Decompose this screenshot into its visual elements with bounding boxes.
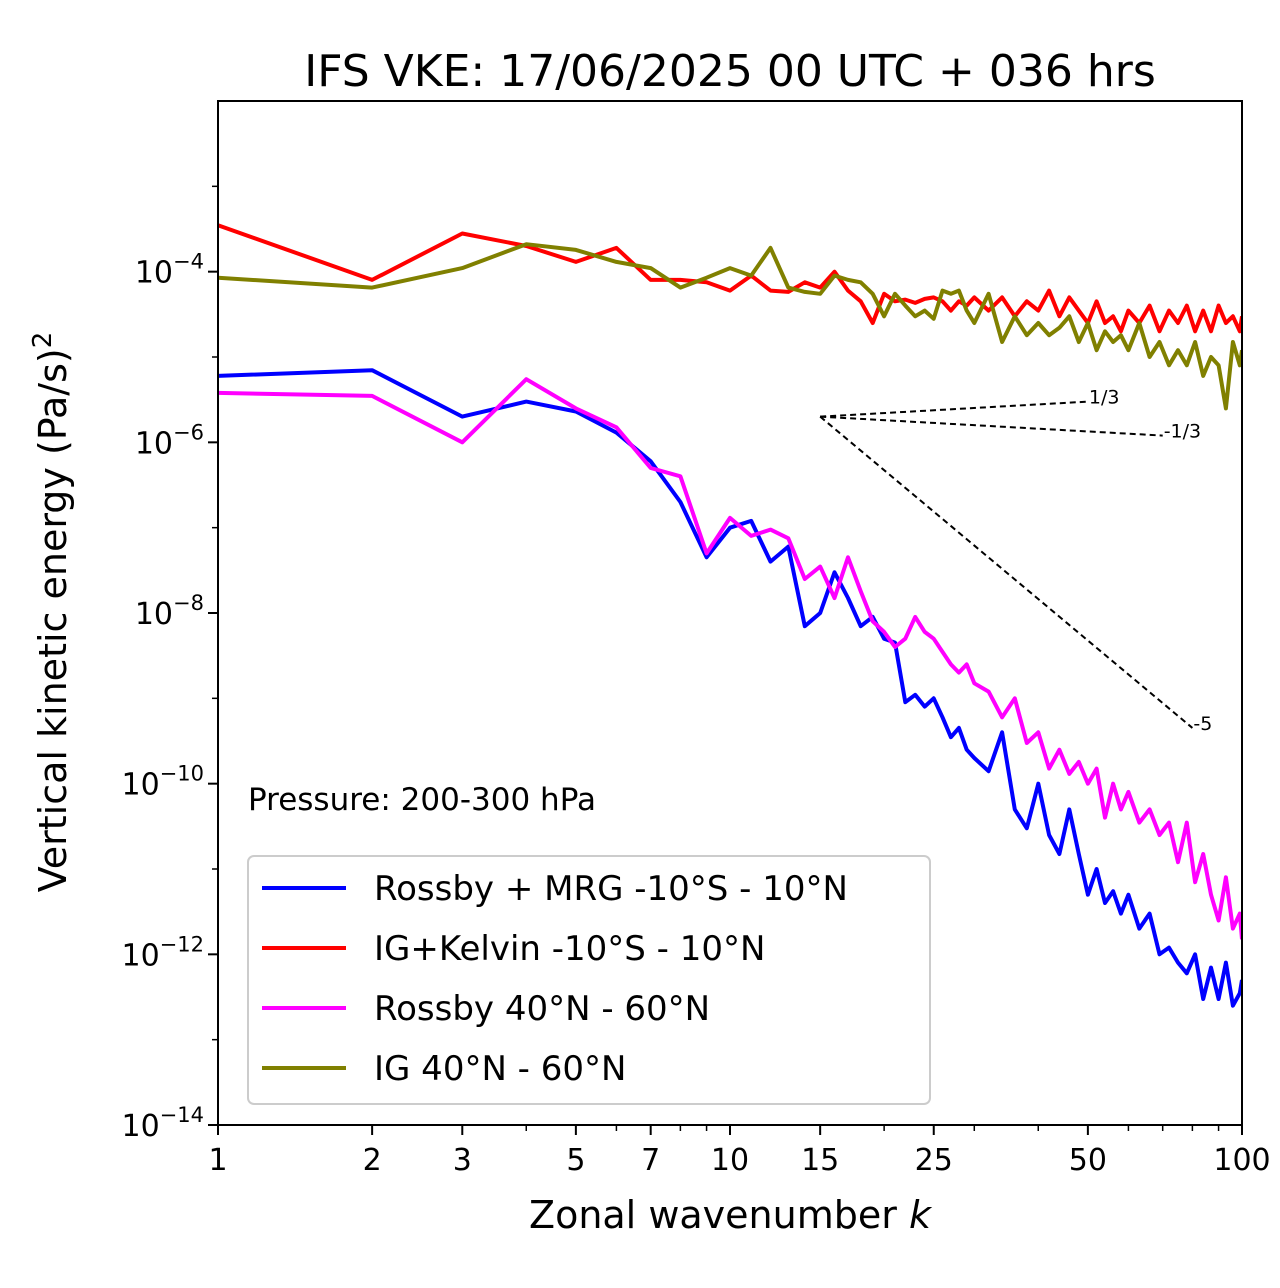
x-tick-label: 5 [566, 1143, 585, 1178]
slope-line-1 [820, 400, 1088, 418]
x-tick-label: 1 [208, 1143, 227, 1178]
x-tick-label: 25 [915, 1143, 953, 1178]
slope-line-2 [820, 415, 1163, 437]
legend-entry: IG 40°N - 60°N [374, 1049, 626, 1089]
y-tick-label: 10−4 [135, 250, 204, 291]
reference-slopes: 1/3 -1/3 -5 [819, 387, 1212, 735]
legend-entry: Rossby 40°N - 60°N [374, 989, 710, 1029]
axes: 1 2 3 5 7 10 15 25 50 100 10−14 10−12 10−10 10−8 10−6 1… [121, 100, 1271, 1178]
legend-entry: Rossby + MRG -10°S - 10°N [374, 869, 848, 909]
legend-entry: IG+Kelvin -10°S - 10°N [374, 929, 765, 969]
x-tick-label: 2 [363, 1143, 382, 1178]
series-line-4 [218, 242, 1242, 411]
y-tick-label: 10−10 [121, 762, 204, 803]
x-axis-label: Zonal wavenumber k [529, 1193, 933, 1237]
x-tick-label: 15 [801, 1143, 839, 1178]
x-tick-label: 50 [1069, 1143, 1107, 1178]
slope-label-3: -5 [1193, 713, 1212, 735]
slope-label-1: 1/3 [1089, 387, 1120, 409]
series-line-1 [218, 368, 1242, 1008]
y-tick-label: 10−12 [121, 932, 204, 973]
pressure-annotation: Pressure: 200-300 hPa [248, 782, 596, 818]
y-tick-label: 10−14 [121, 1103, 204, 1144]
y-axis-label: Vertical kinetic energy (Pa/s)2 [28, 332, 75, 893]
legend-box [247, 855, 931, 1105]
x-tick-label: 3 [453, 1143, 472, 1178]
slope-label-2: -1/3 [1164, 421, 1201, 443]
y-tick-label: 10−8 [135, 591, 204, 632]
series-line-2 [218, 223, 1242, 334]
x-tick-label: 10 [711, 1143, 749, 1178]
plot-area [218, 223, 1242, 1008]
legend: Rossby + MRG -10°S - 10°N IG+Kelvin -10°S… [247, 855, 931, 1105]
y-tick-label: 10−6 [135, 420, 204, 461]
x-tick-label: 7 [641, 1143, 660, 1178]
x-tick-label: 100 [1213, 1143, 1270, 1178]
chart-title: IFS VKE: 17/06/2025 00 UTC + 036 hrs [304, 46, 1156, 97]
series-line-3 [218, 377, 1242, 940]
slope-line-3 [819, 415, 1194, 729]
